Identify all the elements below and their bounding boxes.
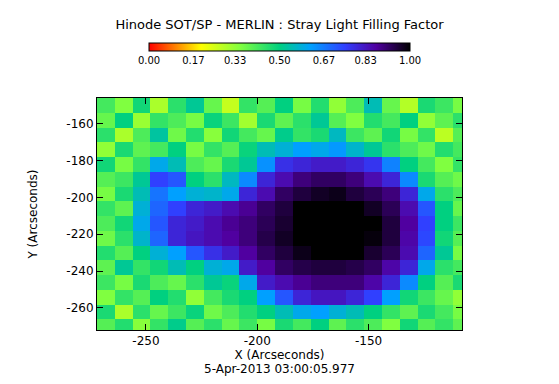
svg-text:0.50: 0.50 [268,55,290,66]
svg-text:0.17: 0.17 [182,55,204,66]
svg-text:-200: -200 [66,191,93,205]
svg-text:0.83: 0.83 [354,55,376,66]
svg-text:Y (Arcseconds): Y (Arcseconds) [26,169,40,259]
svg-text:5-Apr-2013 03:00:05.977: 5-Apr-2013 03:00:05.977 [204,362,355,376]
svg-text:0.00: 0.00 [138,55,160,66]
svg-text:-200: -200 [244,334,271,348]
svg-text:-220: -220 [66,227,93,241]
svg-text:-180: -180 [66,154,93,168]
svg-text:0.67: 0.67 [313,55,335,66]
svg-text:1.00: 1.00 [399,55,421,66]
svg-text:-260: -260 [66,301,93,315]
svg-text:0.33: 0.33 [224,55,246,66]
svg-text:-160: -160 [66,117,93,131]
svg-text:Hinode SOT/SP - MERLIN : Stray: Hinode SOT/SP - MERLIN : Stray Light Fil… [115,17,444,32]
svg-text:-240: -240 [66,264,93,278]
svg-text:-250: -250 [132,334,159,348]
svg-text:X (Arcseconds): X (Arcseconds) [235,348,325,362]
svg-text:-150: -150 [355,334,382,348]
